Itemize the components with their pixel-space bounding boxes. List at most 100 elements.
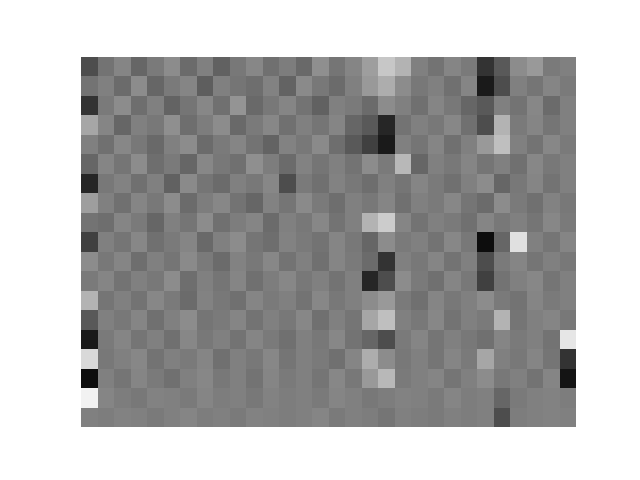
heatmap-cell <box>527 369 543 388</box>
heatmap-cell <box>279 96 296 115</box>
heatmap-cell <box>81 57 98 76</box>
heatmap-cell <box>329 76 345 96</box>
heatmap-cell <box>329 232 345 252</box>
heatmap-cell <box>246 232 263 252</box>
heatmap-cell <box>560 115 576 135</box>
heatmap-cell <box>543 369 560 388</box>
heatmap-cell <box>510 252 527 271</box>
heatmap-cell <box>213 388 230 408</box>
heatmap-cell <box>395 154 411 174</box>
heatmap-cell <box>147 291 164 310</box>
heatmap-cell <box>197 115 213 135</box>
heatmap-cell <box>197 213 213 232</box>
heatmap-cell <box>345 388 362 408</box>
heatmap-cell <box>263 369 279 388</box>
heatmap-cell <box>180 174 197 193</box>
heatmap-cell <box>461 154 477 174</box>
heatmap-cell <box>560 135 576 154</box>
heatmap-cell <box>147 76 164 96</box>
heatmap-cell <box>362 291 378 310</box>
heatmap-cell <box>395 232 411 252</box>
heatmap-cell <box>98 96 114 115</box>
heatmap-cell <box>362 76 378 96</box>
heatmap-cell <box>197 369 213 388</box>
heatmap-cell <box>230 349 246 369</box>
heatmap-cell <box>428 193 444 213</box>
heatmap-cell <box>543 135 560 154</box>
heatmap-cell <box>296 174 312 193</box>
heatmap-cell <box>312 57 329 76</box>
heatmap-cell <box>263 408 279 427</box>
heatmap-cell <box>230 76 246 96</box>
heatmap-cell <box>411 369 428 388</box>
heatmap-cell <box>114 310 131 330</box>
heatmap-cell <box>362 349 378 369</box>
heatmap-cell <box>164 115 180 135</box>
heatmap-cell <box>279 154 296 174</box>
heatmap-cell <box>494 193 510 213</box>
heatmap-cell <box>411 154 428 174</box>
heatmap-cell <box>329 174 345 193</box>
heatmap-cell <box>510 135 527 154</box>
heatmap-cell <box>461 388 477 408</box>
heatmap-cell <box>147 154 164 174</box>
heatmap-cell <box>543 232 560 252</box>
heatmap-cell <box>246 408 263 427</box>
heatmap-cell <box>444 174 461 193</box>
heatmap-cell <box>362 252 378 271</box>
heatmap-cell <box>510 291 527 310</box>
heatmap-cell <box>296 369 312 388</box>
heatmap-cell <box>477 369 494 388</box>
heatmap-cell <box>312 388 329 408</box>
heatmap-cell <box>246 135 263 154</box>
heatmap-cell <box>543 349 560 369</box>
heatmap-cell <box>527 57 543 76</box>
heatmap-cell <box>147 330 164 349</box>
heatmap-cell <box>444 271 461 291</box>
heatmap-cell <box>329 115 345 135</box>
heatmap-cell <box>213 76 230 96</box>
heatmap-cell <box>527 310 543 330</box>
heatmap-cell <box>329 193 345 213</box>
heatmap-cell <box>362 408 378 427</box>
heatmap-cell <box>461 135 477 154</box>
heatmap-cell <box>114 388 131 408</box>
heatmap-cell <box>197 330 213 349</box>
heatmap-cell <box>164 369 180 388</box>
heatmap-cell <box>98 76 114 96</box>
heatmap-cell <box>378 349 395 369</box>
heatmap-cell <box>378 213 395 232</box>
heatmap-cell <box>213 174 230 193</box>
heatmap-cell <box>213 252 230 271</box>
heatmap-cell <box>296 115 312 135</box>
heatmap-cell <box>345 174 362 193</box>
heatmap-cell <box>131 154 147 174</box>
heatmap-cell <box>395 291 411 310</box>
heatmap-cell <box>296 291 312 310</box>
heatmap-cell <box>197 408 213 427</box>
heatmap-cell <box>428 271 444 291</box>
heatmap-cell <box>362 193 378 213</box>
heatmap-cell <box>362 213 378 232</box>
heatmap-cell <box>428 174 444 193</box>
heatmap-cell <box>345 135 362 154</box>
heatmap-cell <box>560 271 576 291</box>
heatmap-cell <box>230 388 246 408</box>
heatmap-cell <box>378 174 395 193</box>
heatmap-cell <box>147 408 164 427</box>
heatmap-cell <box>329 213 345 232</box>
heatmap-cell <box>543 96 560 115</box>
heatmap-cell <box>411 349 428 369</box>
heatmap-cell <box>560 76 576 96</box>
heatmap-cell <box>378 310 395 330</box>
heatmap-cell <box>131 310 147 330</box>
heatmap-cell <box>510 213 527 232</box>
heatmap-cell <box>411 193 428 213</box>
heatmap-cell <box>197 232 213 252</box>
heatmap-cell <box>494 135 510 154</box>
heatmap-cell <box>395 369 411 388</box>
heatmap-cell <box>560 174 576 193</box>
heatmap-cell <box>329 349 345 369</box>
heatmap-cell <box>131 232 147 252</box>
heatmap-cell <box>444 96 461 115</box>
